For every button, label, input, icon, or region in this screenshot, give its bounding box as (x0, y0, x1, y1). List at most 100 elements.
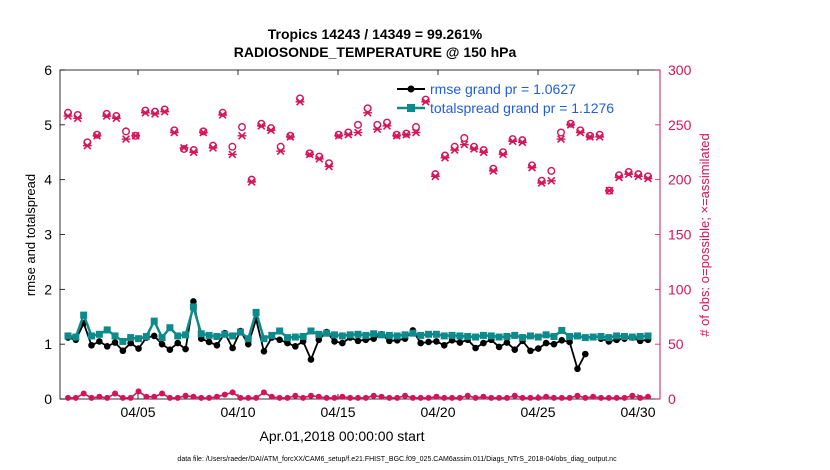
totalspread-point (283, 334, 291, 342)
assimilated-obs-point (392, 131, 402, 140)
bottom-obs-count-point (260, 389, 267, 396)
rmse-point (127, 339, 135, 347)
rmse-point (174, 339, 182, 347)
rmse-point (581, 350, 589, 358)
totalspread-point (252, 308, 260, 316)
assimilated-obs-point (237, 131, 247, 140)
rmse-point (542, 339, 550, 347)
bottom-obs-count-point (198, 394, 205, 401)
assimilated-obs-point (440, 153, 450, 162)
bottom-obs-count-point (394, 394, 401, 401)
bottom-obs-count-point (268, 393, 275, 400)
rmse-point (276, 336, 283, 344)
bottom-obs-count-point (402, 392, 409, 399)
bottom-obs-count-point (621, 394, 628, 401)
rmse-point (307, 356, 315, 363)
totalspread-point (205, 331, 213, 339)
possible-obs-point (286, 131, 295, 140)
assimilated-obs-point (469, 144, 479, 153)
right-y-tick-label: 50 (668, 336, 684, 352)
totalspread-point (291, 333, 299, 341)
totalspread-point (135, 335, 143, 343)
bottom-obs-count-point (472, 394, 479, 401)
rmse-series (64, 298, 652, 373)
left-y-tick-label: 2 (44, 281, 52, 297)
bottom-obs-count-point (104, 394, 111, 401)
totalspread-point (197, 330, 205, 338)
assimilated-obs-point (585, 132, 595, 141)
bottom-obs-count-point (519, 394, 526, 401)
assimilated-obs-point (363, 108, 373, 117)
bottom-obs-count-point (488, 394, 495, 401)
bottom-obs-count-point (72, 394, 79, 401)
possible-obs-point (460, 133, 469, 142)
assimilated-obs-point (430, 172, 440, 181)
rmse-point (495, 343, 503, 351)
obs-count-series (63, 94, 653, 195)
assimilated-obs-point (305, 150, 315, 159)
totalspread-point (628, 333, 636, 341)
bottom-obs-count-point (645, 393, 651, 400)
bottom-obs-count-point (112, 390, 119, 397)
assimilated-obs-point (537, 178, 547, 187)
left-y-axis-label: rmse and totalspread (23, 174, 38, 296)
plot-frame (59, 69, 661, 400)
bottom-obs-count-point (543, 393, 550, 400)
assimilated-obs-point (421, 97, 431, 106)
assimilated-obs-point (604, 186, 614, 195)
rmse-point (182, 345, 189, 353)
rmse-point (425, 338, 432, 346)
bottom-obs-count-point (190, 393, 197, 400)
rmse-point (229, 344, 236, 352)
assimilated-obs-point (189, 148, 199, 157)
rmse-point (119, 347, 127, 355)
bottom-obs-count-point (480, 393, 487, 400)
totalspread-point (573, 332, 581, 340)
legend-spread-swatch-marker (407, 104, 415, 112)
rmse-point (111, 339, 119, 346)
left-y-tick-label: 5 (44, 117, 52, 133)
totalspread-point (119, 337, 127, 345)
possible-obs-point (334, 130, 343, 139)
rmse-point (574, 365, 581, 373)
assimilated-obs-point (131, 131, 141, 140)
bottom-obs-count-point (362, 394, 369, 401)
totalspread-point (636, 332, 644, 340)
bottom-obs-count-point (355, 394, 361, 401)
assimilated-obs-point (266, 126, 276, 135)
assimilated-obs-point (595, 132, 605, 141)
assimilated-obs-point (198, 128, 208, 137)
rmse-point (511, 346, 519, 353)
totalspread-point (221, 330, 229, 338)
bottom-obs-count-point (574, 392, 581, 399)
bottom-obs-count-point (629, 392, 636, 399)
legend: rmse grand pr = 1.0627 totalspread grand… (397, 81, 614, 116)
totalspread-point (511, 331, 519, 339)
rmse-point (534, 345, 542, 352)
bottom-obs-count-point (511, 392, 518, 399)
right-y-tick-label: 200 (668, 172, 692, 188)
bottom-obs-count-point (449, 394, 456, 401)
totalspread-point (503, 332, 511, 340)
bottom-obs-count-point (331, 394, 338, 401)
bottom-obs-count-point (182, 392, 189, 399)
bottom-obs-count-point (253, 394, 260, 401)
bottom-obs-count-point (315, 393, 322, 400)
assimilated-obs-point (643, 174, 653, 183)
x-tick-label: 04/15 (320, 404, 355, 420)
right-y-tick-label: 100 (668, 281, 692, 297)
bottom-obs-count-point (276, 394, 283, 401)
bottom-obs-count-point (566, 394, 573, 401)
rmse-point (166, 346, 174, 353)
rmse-point (456, 339, 464, 346)
totalspread-point (72, 333, 80, 341)
bottom-obs-count-point (347, 394, 354, 401)
chart-title-line2: RADIOSONDE_TEMPERATURE @ 150 hPa (234, 44, 517, 60)
possible-obs-point (92, 130, 101, 139)
rmse-point (96, 338, 103, 345)
assimilated-obs-point (614, 173, 624, 182)
chart-title-line1: Tropics 14243 / 14349 = 99.261% (268, 26, 483, 42)
possible-obs-point (121, 127, 130, 136)
totalspread-point (370, 330, 378, 338)
totalspread-point (550, 332, 558, 340)
